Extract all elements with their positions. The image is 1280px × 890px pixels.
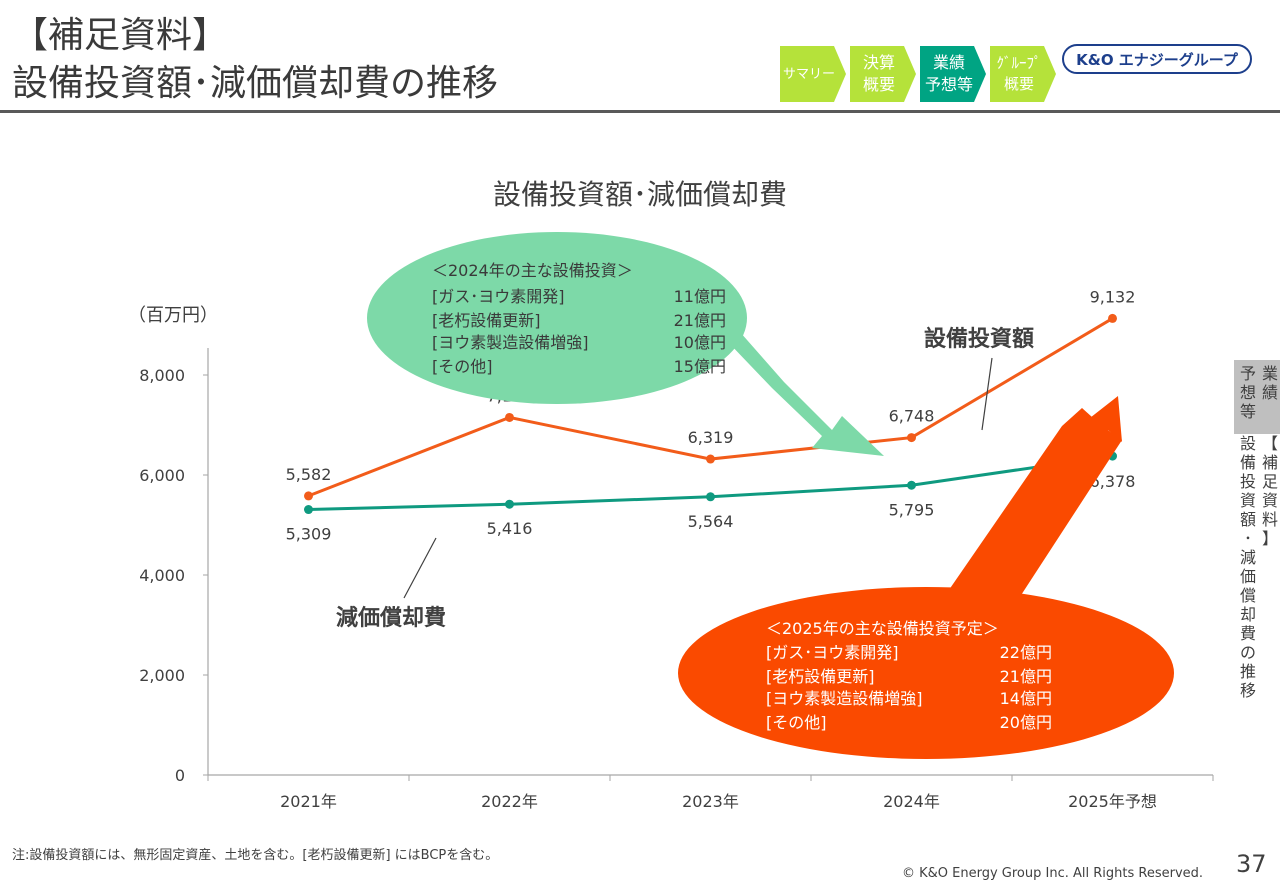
data-label: 9,132 bbox=[1090, 287, 1136, 306]
nav-tab-summary[interactable]: サマリー bbox=[780, 46, 846, 102]
page-title-bracket: 【補足資料】 bbox=[12, 15, 229, 56]
callout-2024-item: [ヨウ素製造設備増強] bbox=[432, 333, 589, 352]
callout-2024-item: [老朽設備更新] bbox=[432, 311, 541, 330]
callout-2025-amount: 22億円 bbox=[1000, 643, 1052, 662]
data-label: 5,564 bbox=[688, 512, 734, 531]
callout-2024-arrow bbox=[728, 332, 884, 456]
chart: 設備投資額･減価償却費 （百万円） 0 2,000 4,000 6,000 8,000 2… bbox=[128, 178, 1214, 811]
side-title: 設備投資額･減価償却費の推移 bbox=[1239, 434, 1256, 700]
series-label-depreciation-leader bbox=[403, 537, 437, 599]
callout-2024-bubble bbox=[367, 232, 747, 404]
callout-2024-amount: 15億円 bbox=[674, 357, 726, 376]
callout-2025-heading: ＜2025年の主な設備投資予定＞ bbox=[766, 619, 999, 638]
data-point bbox=[505, 412, 514, 422]
x-tick-label: 2023年 bbox=[682, 792, 739, 811]
callout-2024-heading: ＜2024年の主な設備投資＞ bbox=[432, 261, 633, 280]
callout-2024: ＜2024年の主な設備投資＞ [ガス･ヨウ素開発] 11億円 [老朽設備更新] … bbox=[367, 232, 884, 456]
y-tick-label: 8,000 bbox=[139, 366, 185, 385]
nav-tab-results-label: 決算 概要 bbox=[862, 53, 895, 94]
x-tick-label: 2021年 bbox=[280, 792, 337, 811]
y-tick-label: 6,000 bbox=[139, 466, 185, 485]
page-title: 設備投資額･減価償却費の推移 bbox=[12, 63, 499, 104]
data-point bbox=[706, 454, 715, 464]
y-tick-label: 4,000 bbox=[139, 566, 185, 585]
side-section-label: 予想等 bbox=[1239, 364, 1256, 421]
data-point bbox=[706, 492, 715, 502]
data-point bbox=[304, 491, 313, 501]
x-tick-label: 2024年 bbox=[883, 792, 940, 811]
callout-2024-amount: 10億円 bbox=[674, 333, 726, 352]
nav-tab-group-label: ｸﾞﾙｰﾌﾟ 概要 bbox=[996, 54, 1042, 93]
data-label: 5,416 bbox=[487, 519, 533, 538]
nav-tab-summary-label: サマリー bbox=[782, 66, 835, 82]
data-point bbox=[1108, 313, 1117, 323]
series-line bbox=[308, 454, 1113, 512]
data-label: 5,795 bbox=[889, 500, 935, 519]
nav-tab-forecast-label: 業績 予想等 bbox=[924, 53, 973, 94]
footnote: 注:設備投資額には、無形固定資産、土地を含む。[老朽設備更新] にはBCPを含む… bbox=[12, 848, 499, 863]
x-tick-label: 2025年予想 bbox=[1068, 792, 1157, 811]
series-label-capex: 設備投資額 bbox=[924, 326, 1034, 352]
callout-2024-item: [その他] bbox=[432, 357, 493, 376]
callout-2025-amount: 20億円 bbox=[1000, 713, 1052, 732]
data-label: 5,309 bbox=[286, 525, 332, 544]
company-logo: K&O エナジーグループ bbox=[1062, 44, 1252, 74]
callout-2025-item: [ヨウ素製造設備増強] bbox=[766, 689, 923, 708]
side-title-bracket: 【補足資料】 bbox=[1261, 434, 1278, 548]
series-label-capex-leader bbox=[981, 357, 993, 431]
copyright: © K&O Energy Group Inc. All Rights Reser… bbox=[902, 866, 1204, 881]
side-section-label: 業績 bbox=[1261, 364, 1278, 402]
callout-2024-amount: 21億円 bbox=[674, 311, 726, 330]
callout-2025-item: [老朽設備更新] bbox=[766, 667, 875, 686]
page-number: 37 bbox=[1236, 850, 1267, 878]
data-point bbox=[907, 433, 916, 443]
side-section-tab bbox=[1234, 360, 1280, 434]
nav-tab-results[interactable]: 決算 概要 bbox=[850, 46, 916, 102]
y-tick-label: 0 bbox=[175, 766, 185, 785]
data-label: 6,319 bbox=[688, 428, 734, 447]
callout-2025-item: [その他] bbox=[766, 713, 827, 732]
callout-2025-bubble bbox=[678, 587, 1174, 759]
nav-tab-forecast[interactable]: 業績 予想等 bbox=[920, 46, 986, 102]
chart-title: 設備投資額･減価償却費 bbox=[493, 178, 787, 211]
data-label: 6,378 bbox=[1090, 472, 1136, 491]
y-tick-label: 2,000 bbox=[139, 666, 185, 685]
series-label-depreciation: 減価償却費 bbox=[336, 606, 446, 631]
data-label: 5,582 bbox=[286, 465, 332, 484]
callout-2025-arrow-body bbox=[942, 408, 1122, 606]
data-label: 6,748 bbox=[889, 407, 935, 426]
callout-2024-item: [ガス･ヨウ素開発] bbox=[432, 287, 565, 306]
x-tick-label: 2022年 bbox=[481, 792, 538, 811]
callout-2024-amount: 11億円 bbox=[674, 287, 726, 306]
header-divider bbox=[0, 110, 1280, 113]
nav-tab-group[interactable]: ｸﾞﾙｰﾌﾟ 概要 bbox=[990, 46, 1056, 102]
data-point bbox=[505, 499, 514, 509]
data-point bbox=[907, 480, 916, 490]
callout-2025-amount: 21億円 bbox=[1000, 667, 1052, 686]
callout-2025-amount: 14億円 bbox=[1000, 689, 1052, 708]
callout-2025-item: [ガス･ヨウ素開発] bbox=[766, 643, 899, 662]
data-point bbox=[304, 505, 313, 515]
y-axis-unit-label: （百万円） bbox=[128, 305, 218, 326]
callout-2025: ＜2025年の主な設備投資予定＞ [ガス･ヨウ素開発] 22億円 [老朽設備更新… bbox=[678, 396, 1174, 759]
